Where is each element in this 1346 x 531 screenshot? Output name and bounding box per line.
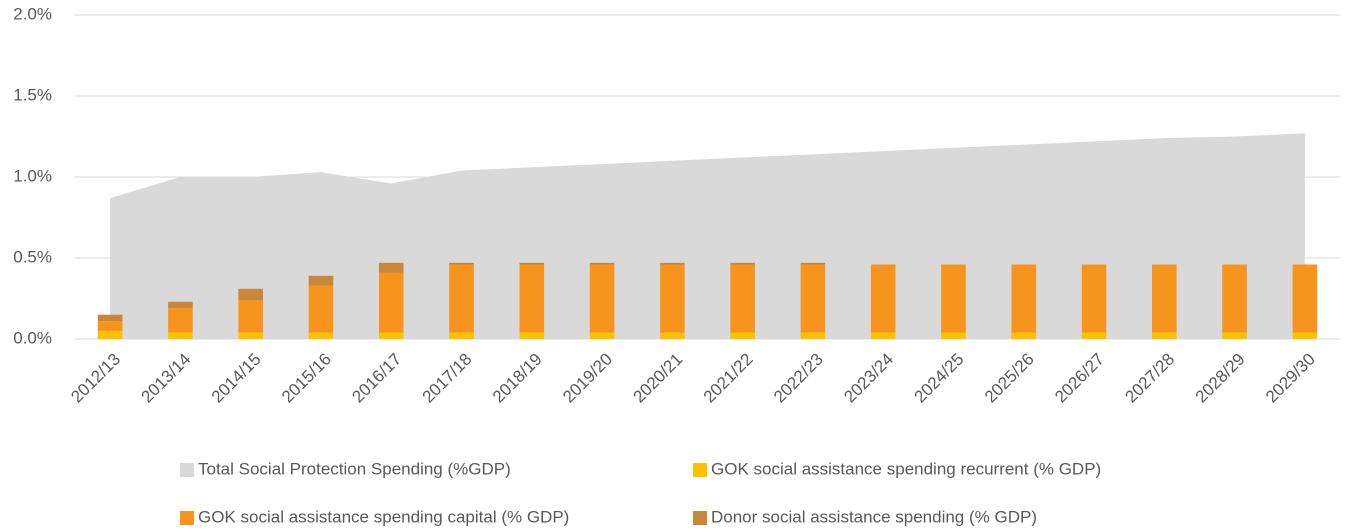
bar-segment (589, 332, 615, 339)
bar-segment (308, 275, 334, 286)
legend-label: GOK social assistance spending capital (… (198, 507, 569, 526)
x-tick-label: 2017/18 (419, 350, 476, 407)
x-tick-label: 2020/21 (629, 350, 686, 407)
x-tick-label: 2015/16 (278, 350, 335, 407)
bar-segment (449, 332, 474, 339)
bar-segment (238, 288, 263, 301)
bar-segment (1011, 332, 1037, 339)
bar-segment (308, 332, 334, 339)
legend-swatch (693, 463, 707, 477)
bar-segment (1292, 264, 1318, 333)
bar-segment (941, 264, 966, 333)
y-tick-label: 2.0% (13, 4, 52, 23)
legend-swatch (180, 463, 194, 477)
x-tick-label: 2023/24 (840, 350, 897, 407)
x-tick-label: 2016/17 (348, 350, 405, 407)
y-tick-label: 0.5% (13, 247, 52, 266)
x-tick-label: 2018/19 (489, 350, 546, 407)
x-tick-label: 2019/20 (559, 350, 616, 407)
y-tick-label: 1.5% (13, 85, 52, 104)
bar-segment (660, 264, 685, 333)
bar-segment (238, 332, 263, 339)
bar-segment (238, 300, 263, 333)
x-tick-label: 2013/14 (138, 350, 195, 407)
bar-segment (519, 332, 545, 339)
bar-segment (800, 262, 826, 265)
bar-segment (1292, 332, 1318, 339)
bar-segment (97, 321, 123, 331)
bar-segment (800, 264, 826, 333)
legend-label: GOK social assistance spending recurrent… (711, 459, 1101, 478)
bar-segment (870, 264, 896, 333)
bar-segment (1222, 332, 1247, 339)
bar-segment (449, 264, 474, 333)
area (110, 133, 1305, 339)
bar-segment (168, 332, 193, 339)
bar-segment (449, 262, 474, 265)
x-tick-label: 2014/15 (208, 350, 265, 407)
x-tick-label: 2026/27 (1051, 350, 1108, 407)
bar-segment (1152, 264, 1177, 333)
x-tick-label: 2012/13 (67, 350, 124, 407)
x-tick-label: 2028/29 (1192, 350, 1249, 407)
bar-segment (1011, 264, 1037, 333)
x-tick-label: 2029/30 (1262, 350, 1319, 407)
bar-segment (519, 262, 545, 265)
x-tick-label: 2021/22 (700, 350, 757, 407)
bar-segment (870, 332, 896, 339)
bar-segment (660, 332, 685, 339)
bar-segment (1081, 332, 1107, 339)
bar-segment (308, 285, 334, 333)
legend-swatch (180, 511, 194, 525)
bar-segment (378, 332, 404, 339)
legend-label: Donor social assistance spending (% GDP) (711, 507, 1037, 526)
bar-segment (660, 262, 685, 265)
bar-segment (730, 264, 755, 333)
x-tick-label: 2024/25 (911, 350, 968, 407)
bar-segment (1222, 264, 1247, 333)
x-tick-label: 2027/28 (1121, 350, 1178, 407)
bar-segment (168, 308, 193, 333)
bar-segment (378, 262, 404, 273)
bar-segment (941, 332, 966, 339)
bar-segment (97, 314, 123, 322)
bar-segment (730, 332, 755, 339)
legend-label: Total Social Protection Spending (%GDP) (198, 459, 511, 478)
legend-swatch (693, 511, 707, 525)
x-tick-label: 2025/26 (981, 350, 1038, 407)
x-tick-label: 2022/23 (770, 350, 827, 407)
bar-segment (730, 262, 755, 265)
bar-segment (589, 262, 615, 265)
bar-segment (168, 301, 193, 309)
bar-segment (97, 330, 123, 339)
bar-segment (1081, 264, 1107, 333)
bar-segment (378, 272, 404, 333)
bar-segment (800, 332, 826, 339)
bar-segment (1152, 332, 1177, 339)
bar-segment (589, 264, 615, 333)
bar-segment (519, 264, 545, 333)
y-tick-label: 0.0% (13, 328, 52, 347)
y-tick-label: 1.0% (13, 166, 52, 185)
